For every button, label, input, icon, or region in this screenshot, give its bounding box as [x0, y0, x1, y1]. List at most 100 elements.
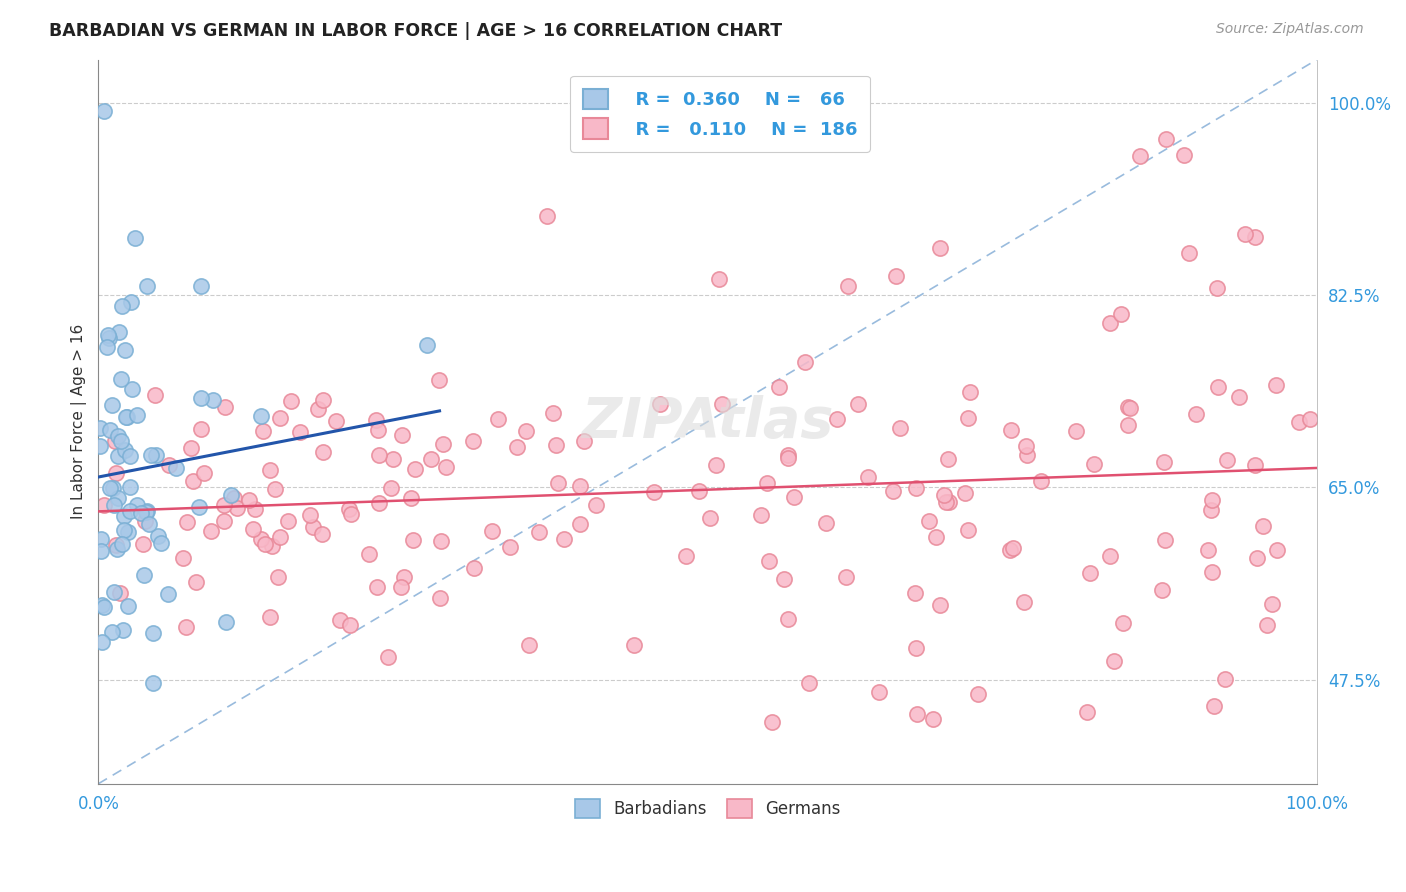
Point [918, 514, 941, 528]
Point [1265, 543, 1288, 558]
Point [399, 491, 422, 505]
Point [120, 294, 142, 309]
Point [1029, 475, 1052, 489]
Point [506, 440, 529, 454]
Point [1099, 549, 1122, 563]
Point [129, 507, 152, 521]
Point [623, 638, 645, 652]
Point [214, 400, 236, 414]
Point [749, 508, 772, 523]
Point [1119, 401, 1142, 416]
Point [366, 413, 388, 427]
Point [461, 434, 484, 448]
Point [956, 523, 979, 537]
Point [1078, 566, 1101, 581]
Point [536, 209, 558, 223]
Point [176, 515, 198, 529]
Point [368, 495, 391, 509]
Point [329, 613, 352, 627]
Point [1244, 458, 1267, 472]
Point [337, 501, 360, 516]
Point [848, 397, 870, 411]
Y-axis label: In Labor Force | Age > 16: In Labor Force | Age > 16 [72, 324, 87, 519]
Point [1000, 423, 1022, 437]
Point [165, 460, 187, 475]
Point [886, 268, 908, 283]
Point [1116, 417, 1139, 432]
Point [675, 549, 697, 563]
Point [118, 449, 141, 463]
Point [219, 488, 242, 502]
Point [938, 494, 960, 508]
Point [188, 500, 211, 514]
Point [125, 408, 148, 422]
Point [935, 495, 957, 509]
Point [925, 530, 948, 544]
Point [190, 422, 212, 436]
Point [90, 532, 112, 546]
Point [391, 428, 413, 442]
Point [486, 412, 509, 426]
Point [101, 398, 124, 412]
Point [758, 554, 780, 568]
Point [585, 498, 607, 512]
Point [301, 520, 323, 534]
Point [756, 476, 779, 491]
Point [190, 391, 212, 405]
Point [1156, 131, 1178, 145]
Point [93, 499, 115, 513]
Point [778, 612, 800, 626]
Point [190, 278, 212, 293]
Point [107, 325, 129, 339]
Point [115, 410, 138, 425]
Point [1153, 455, 1175, 469]
Point [868, 684, 890, 698]
Point [139, 449, 162, 463]
Point [267, 570, 290, 584]
Point [1185, 407, 1208, 421]
Point [568, 478, 591, 492]
Legend: Barbadians, Germans: Barbadians, Germans [567, 790, 849, 826]
Text: BARBADIAN VS GERMAN IN LABOR FORCE | AGE > 16 CORRELATION CHART: BARBADIAN VS GERMAN IN LABOR FORCE | AGE… [49, 22, 782, 40]
Point [312, 445, 335, 459]
Point [201, 392, 224, 407]
Point [1265, 378, 1288, 392]
Point [259, 463, 281, 477]
Point [1118, 400, 1140, 414]
Point [222, 491, 245, 505]
Point [107, 449, 129, 463]
Point [544, 438, 567, 452]
Point [124, 231, 146, 245]
Point [688, 484, 710, 499]
Point [1098, 316, 1121, 330]
Point [288, 425, 311, 440]
Point [146, 529, 169, 543]
Point [799, 675, 821, 690]
Point [772, 573, 794, 587]
Point [115, 410, 138, 425]
Point [89, 440, 111, 454]
Point [572, 434, 595, 448]
Point [936, 451, 959, 466]
Point [517, 638, 540, 652]
Point [1083, 458, 1105, 472]
Point [307, 402, 329, 417]
Point [934, 488, 956, 502]
Point [699, 511, 721, 525]
Point [1002, 541, 1025, 555]
Point [367, 423, 389, 437]
Point [704, 458, 727, 472]
Point [922, 712, 945, 726]
Point [111, 299, 134, 313]
Point [416, 338, 439, 352]
Point [1111, 615, 1133, 630]
Point [103, 498, 125, 512]
Point [149, 536, 172, 550]
Point [1261, 597, 1284, 611]
Point [1233, 227, 1256, 241]
Point [143, 388, 166, 402]
Point [377, 650, 399, 665]
Point [132, 537, 155, 551]
Point [243, 502, 266, 516]
Point [325, 414, 347, 428]
